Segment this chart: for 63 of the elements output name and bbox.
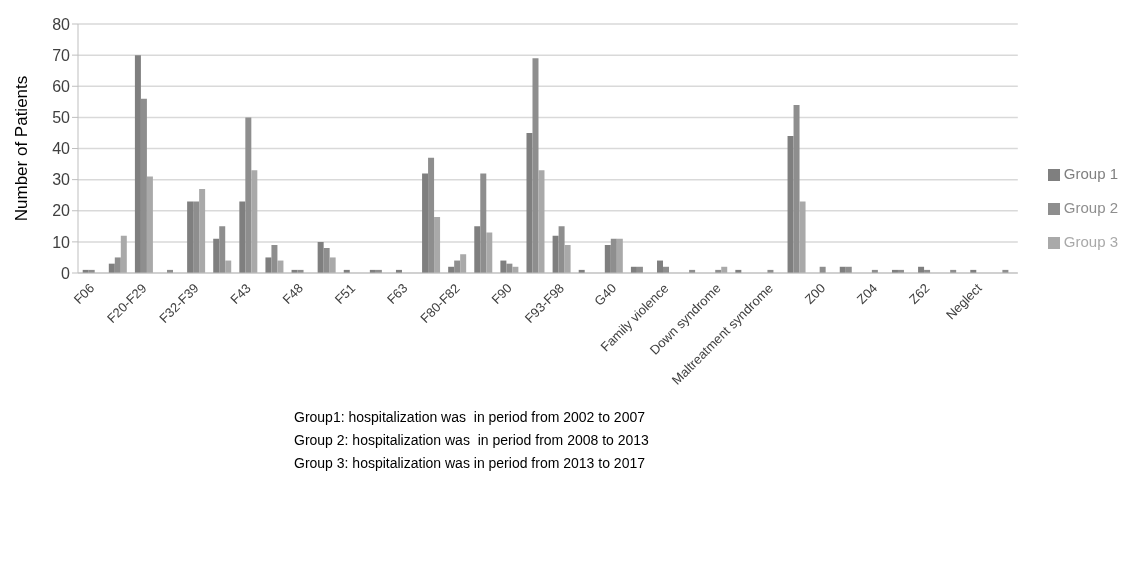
bar	[245, 117, 252, 273]
bar	[552, 235, 559, 273]
x-tick-label: Z62	[906, 280, 933, 307]
y-tick-label: 0	[61, 264, 71, 282]
y-tick-label: 60	[52, 77, 71, 95]
bar	[532, 58, 539, 273]
bar	[199, 188, 206, 273]
bar	[610, 238, 617, 273]
bar	[271, 244, 278, 273]
bar	[323, 248, 330, 273]
x-tick-label: Z00	[801, 280, 829, 307]
x-tick-label: Z04	[853, 280, 881, 307]
bar	[317, 241, 324, 273]
y-tick-label: 20	[52, 202, 71, 220]
bar	[193, 201, 200, 273]
bar	[251, 170, 258, 273]
y-tick-label: 10	[52, 233, 71, 251]
bar	[474, 226, 481, 273]
x-tick-label: F06	[70, 280, 98, 307]
bar	[219, 226, 226, 273]
bar	[422, 173, 429, 273]
legend-label: Group 2	[1063, 199, 1118, 216]
y-tick-label: 30	[52, 171, 71, 189]
legend-label: Group 1	[1063, 165, 1118, 182]
bar	[558, 226, 565, 273]
bar	[265, 257, 272, 273]
x-tick-label: F48	[279, 280, 307, 307]
y-axis-title: Number of Patients	[12, 75, 32, 222]
legend-label: Group 3	[1063, 233, 1118, 250]
bar	[526, 132, 533, 273]
x-tick-label: F51	[331, 280, 359, 307]
bar	[616, 238, 623, 273]
bar	[140, 98, 147, 273]
bar	[486, 232, 493, 273]
x-tick-label: F90	[488, 280, 515, 307]
y-tick-label: 70	[52, 46, 71, 64]
y-tick-label: 50	[52, 109, 71, 127]
bar	[114, 257, 121, 273]
bar	[213, 238, 220, 273]
y-tick-label: 80	[52, 15, 71, 33]
bar	[538, 170, 545, 273]
bar	[460, 254, 467, 273]
text: Group 2: hospitalization was in period from 2008 to 2013	[294, 431, 649, 450]
bar	[434, 216, 441, 273]
x-tick-label: F63	[383, 280, 411, 307]
x-tick-label: G40	[591, 280, 620, 309]
x-tick-label: F43	[227, 280, 254, 307]
bar	[793, 104, 800, 273]
bar	[604, 244, 611, 273]
bar	[799, 201, 806, 273]
bar	[120, 235, 127, 273]
bar	[134, 55, 141, 273]
bar	[428, 157, 435, 273]
text: Group 3: hospitalization was in period from 2013 to 2017	[294, 454, 646, 473]
bar	[480, 173, 487, 273]
bar	[187, 201, 194, 273]
text: Group1: hospitalization was in period from 2002 to 2007	[294, 408, 646, 427]
bar	[787, 136, 794, 273]
bar	[329, 257, 336, 273]
bar	[146, 176, 153, 273]
y-tick-label: 40	[52, 140, 71, 158]
bar	[564, 244, 571, 273]
bar	[239, 201, 246, 273]
